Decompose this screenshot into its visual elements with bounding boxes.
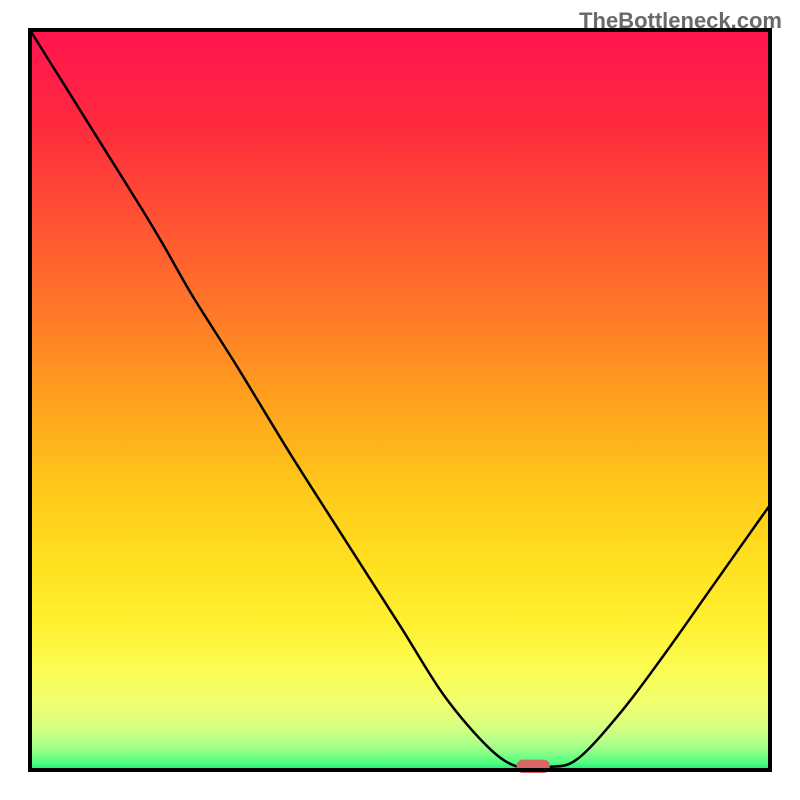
watermark-text: TheBottleneck.com: [579, 8, 782, 34]
chart-svg: [0, 0, 800, 800]
bottleneck-chart: TheBottleneck.com: [0, 0, 800, 800]
plot-background: [30, 30, 770, 770]
